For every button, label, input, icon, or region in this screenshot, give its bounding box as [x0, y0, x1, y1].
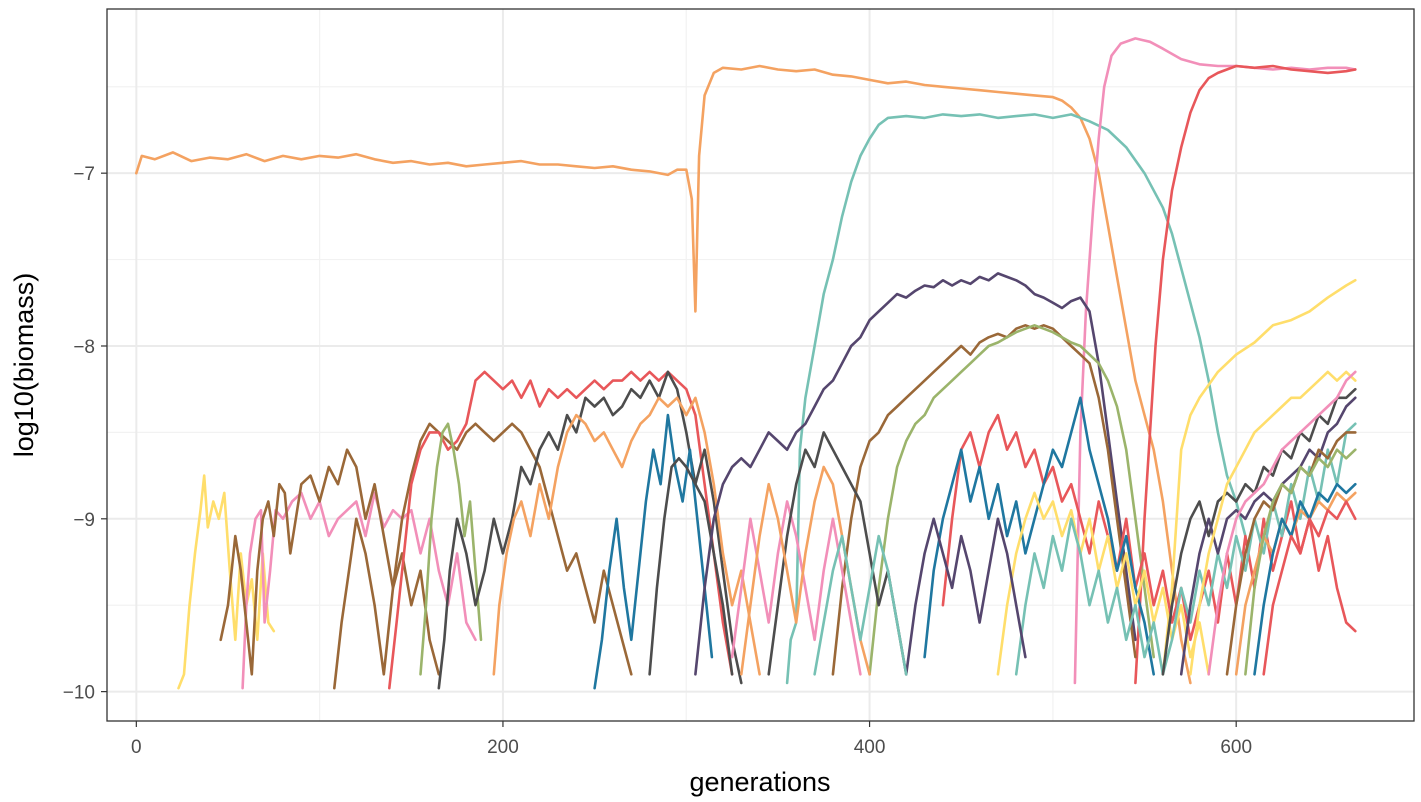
series-line-18	[868, 324, 1155, 676]
series-line-25	[1189, 370, 1357, 676]
series-line-14	[593, 413, 714, 690]
y-axis: −10 −9 −8 −7	[63, 164, 107, 704]
series-line-1	[135, 64, 1192, 685]
series-line-20	[923, 396, 1155, 676]
plot-area	[106, 8, 1415, 722]
series-line-35	[904, 517, 1027, 676]
y-tick-label: −8	[73, 337, 95, 358]
x-tick-label: 400	[854, 737, 886, 758]
data-series	[135, 37, 1357, 690]
series-line-24	[1179, 396, 1357, 676]
series-line-36	[813, 534, 908, 676]
series-line-6	[177, 474, 276, 690]
series-line-13	[492, 396, 761, 676]
minor-gridlines	[107, 9, 1414, 721]
series-line-32	[730, 500, 862, 676]
y-tick-label: −10	[63, 683, 95, 704]
series-line-2	[785, 113, 1247, 685]
y-tick-label: −9	[73, 510, 95, 531]
series-line-23	[1161, 387, 1357, 676]
x-axis: 0 200 400 600	[131, 721, 1252, 758]
series-line-15	[648, 457, 734, 676]
series-line-17	[831, 324, 1137, 676]
y-tick-label: −7	[73, 164, 95, 185]
series-line-11	[419, 422, 483, 676]
series-line-5	[1161, 279, 1357, 676]
x-tick-label: 200	[487, 737, 519, 758]
series-line-3	[1073, 37, 1357, 685]
y-axis-title: log10(biomass)	[9, 273, 39, 458]
series-line-31	[1262, 500, 1357, 676]
series-line-4	[1134, 64, 1357, 685]
series-line-9	[333, 422, 633, 690]
x-tick-label: 600	[1220, 737, 1252, 758]
series-line-33	[767, 431, 908, 676]
series-line-29	[1244, 448, 1357, 676]
series-line-30	[1253, 482, 1357, 676]
series-line-26	[1207, 370, 1357, 676]
plot-background	[107, 9, 1414, 721]
x-axis-title: generations	[689, 767, 830, 797]
x-tick-label: 0	[131, 737, 142, 758]
series-line-19	[941, 413, 1357, 642]
plot-border	[106, 8, 1415, 722]
series-line-16	[694, 272, 1137, 676]
